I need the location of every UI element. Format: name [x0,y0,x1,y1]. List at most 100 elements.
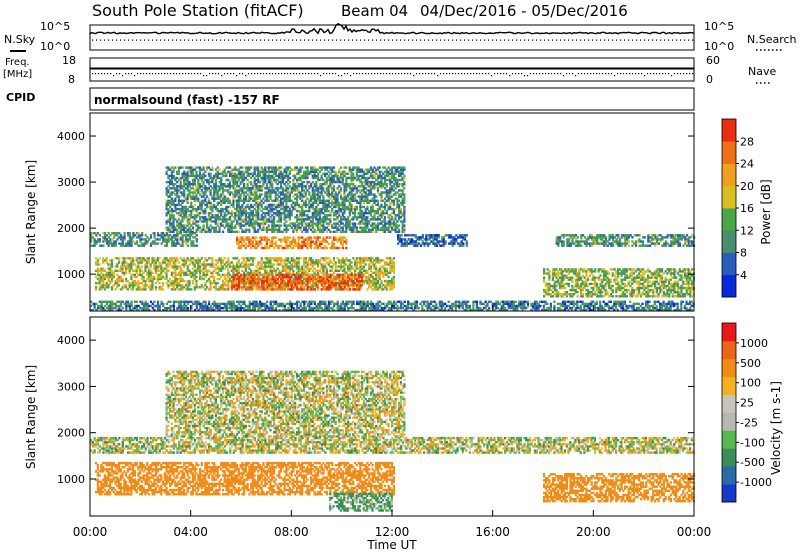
echo-cell [345,257,347,259]
echo-cell [306,175,308,177]
echo-cell [201,204,203,206]
echo-cell [225,265,227,267]
echo-cell [344,288,346,290]
echo-cell [262,198,264,200]
nave-point [509,75,510,76]
echo-cell [252,259,254,261]
nsearch-point [140,40,141,41]
nave-point [479,73,480,74]
nave-point [467,73,468,74]
echo-cell [298,189,300,191]
echo-cell [285,227,287,229]
echo-cell [607,240,609,242]
echo-cell [192,282,194,284]
echo-cell [370,259,372,261]
freq-tick-low: 8 [68,73,75,86]
echo-cell [665,245,667,247]
echo-cell [425,240,427,242]
echo-cell [192,257,194,259]
echo-cell [211,259,213,261]
echo-cell [95,257,97,259]
nsearch-point [520,40,521,41]
echo-cell [227,257,229,259]
echo-cell [455,234,457,236]
echo-cell [252,261,254,263]
echo-cell [672,245,674,247]
echo-cell [144,268,146,270]
echo-cell [210,280,212,282]
nsearch-point [552,40,553,41]
nave-point [659,73,660,74]
echo-cell [686,234,688,236]
echo-cell [99,263,101,265]
echo-cell [388,276,390,278]
echo-cell [443,236,445,238]
nsearch-point [192,40,193,41]
echo-cell [123,274,125,276]
echo-cell [291,227,293,229]
nsearch-point [92,40,93,41]
nsearch-point [228,40,229,41]
echo-cell [192,171,194,173]
echo-cell [254,245,256,247]
echo-cell [393,257,395,259]
echo-cell [291,243,293,245]
echo-cell [563,245,565,247]
echo-cell [232,220,234,222]
echo-cell [343,236,345,238]
echo-cell [335,261,337,263]
nsearch-point [544,40,545,41]
echo-cell [206,286,208,288]
echo-cell [635,242,637,244]
nave-point [149,73,150,74]
nsearch-tick-high: 10^5 [704,20,734,33]
nsearch-point [132,40,133,41]
echo-cell [287,189,289,191]
echo-cell [111,280,113,282]
echo-cell [183,257,185,259]
echo-cell [153,240,155,242]
nave-point [413,75,414,76]
nsearch-point [448,40,449,41]
echo-cell [182,236,184,238]
nave-point [662,73,663,74]
echo-cell [248,245,250,247]
nsearch-point [584,40,585,41]
echo-cell [166,206,168,208]
echo-cell [187,240,189,242]
echo-cell [129,270,131,272]
echo-cell [631,240,633,242]
echo-cell [250,191,252,193]
echo-cell [169,169,171,171]
echo-cell [236,220,238,222]
echo-cell [139,240,141,242]
echo-cell [169,206,171,208]
nave-point [353,73,354,74]
nsearch-point [188,40,189,41]
echo-cell [294,183,296,185]
echo-cell [277,198,279,200]
echo-cell [190,204,192,206]
nsearch-point [144,40,145,41]
nave-point [305,73,306,74]
echo-cell [181,220,183,222]
echo-cell [563,242,565,244]
echo-cell [99,238,101,240]
nave-point [95,73,96,74]
nave-point [395,73,396,74]
echo-cell [217,191,219,193]
echo-cell [280,261,282,263]
nsearch-point [384,40,385,41]
echo-cell [240,183,242,185]
echo-cell [224,282,226,284]
nave-tick-high: 60 [706,54,720,67]
echo-cell [455,240,457,242]
echo-cell [370,268,372,270]
nave-point [545,73,546,74]
nave-point [623,73,624,74]
echo-cell [303,282,305,284]
echo-cell [335,288,337,290]
echo-cell [238,204,240,206]
echo-cell [301,280,303,282]
echo-cell [99,240,101,242]
